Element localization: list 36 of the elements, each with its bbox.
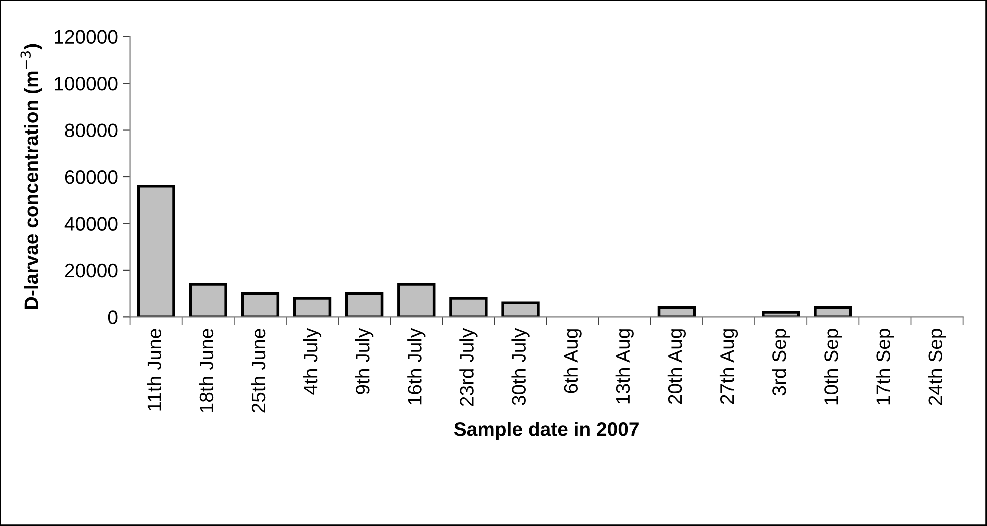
y-tick-label: 40000 xyxy=(64,217,118,231)
x-tick-label: 6th Aug xyxy=(564,330,582,394)
y-axis-title: D-larvae concentration (m$^{−3}$) xyxy=(20,44,42,310)
bar xyxy=(450,297,488,318)
bar xyxy=(502,302,540,318)
x-axis-title: Sample date in 2007 xyxy=(454,422,639,440)
bar xyxy=(814,306,852,318)
y-tick-label: 60000 xyxy=(65,170,118,184)
y-tick-label: 20000 xyxy=(65,264,118,278)
y-tick-label: 80000 xyxy=(65,124,118,138)
x-tick-label: 27th Aug xyxy=(720,330,738,404)
x-tick-label: 16th July xyxy=(408,328,426,405)
bar xyxy=(345,292,384,318)
x-tick-label: 30th July xyxy=(512,328,530,406)
x-tick-label: 23rd July xyxy=(460,328,478,406)
y-tick-label: 0 xyxy=(108,310,118,324)
bar xyxy=(137,184,176,318)
bar xyxy=(241,292,280,318)
x-tick-label: 10th Sep xyxy=(824,329,842,405)
bar xyxy=(293,297,332,318)
x-tick-label: 25th June xyxy=(251,329,266,413)
bar xyxy=(189,283,228,318)
y-tick-label: 100000 xyxy=(55,77,118,91)
x-tick-label: 9th July xyxy=(356,328,374,394)
x-tick-label: 18th June xyxy=(199,329,214,412)
x-tick-label: 11th June xyxy=(147,329,162,411)
x-tick-label: 20th Aug xyxy=(668,330,686,404)
y-tick-label: 120000 xyxy=(55,30,118,44)
x-tick-label: 4th July xyxy=(303,328,322,395)
x-tick-label: 3rd Sep xyxy=(772,329,790,396)
x-tick-label: 13th Aug xyxy=(616,330,634,404)
x-tick-label: 17th Sep xyxy=(876,329,894,405)
bar xyxy=(398,283,436,318)
bar xyxy=(762,311,800,318)
bar xyxy=(658,306,696,318)
x-tick-label: 24th Sep xyxy=(928,329,946,406)
